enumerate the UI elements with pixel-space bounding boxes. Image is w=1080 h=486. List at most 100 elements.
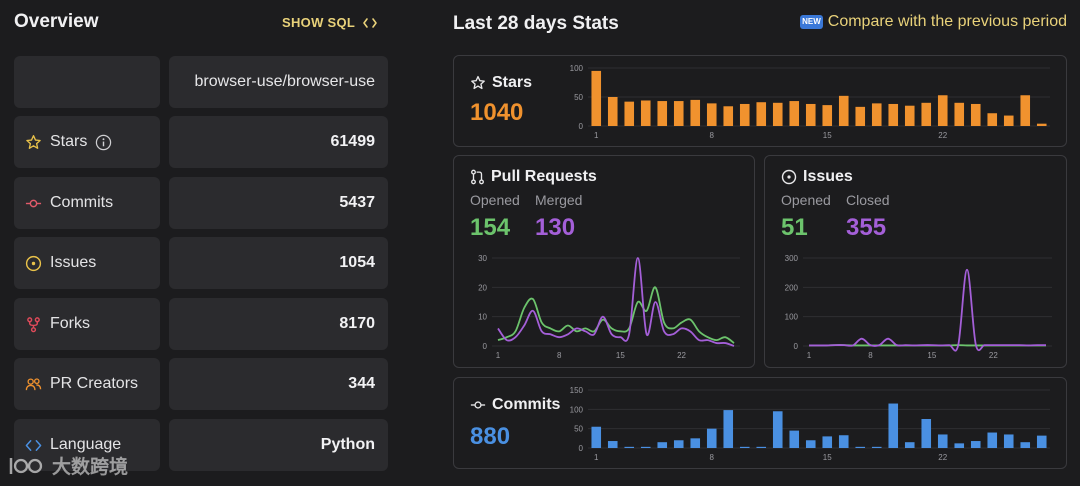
stat-label-commits: Commits — [14, 177, 160, 229]
bar — [954, 102, 965, 126]
overview-title: Overview — [14, 11, 99, 32]
code-icon — [363, 17, 377, 28]
x-tick-label: 22 — [677, 351, 686, 360]
bar — [772, 102, 783, 126]
repo-name: browser-use/browser-use — [169, 56, 388, 108]
x-tick-label: 1 — [807, 351, 812, 360]
bar — [607, 97, 618, 126]
bar — [1020, 442, 1031, 448]
issues-opened-value: 51 — [781, 214, 808, 241]
pull-requests-panel-label: Pull Requests — [491, 168, 597, 185]
bar — [624, 446, 635, 448]
bar — [739, 446, 750, 448]
commit-icon — [470, 401, 486, 409]
bar — [954, 443, 965, 448]
watermark-logo-icon — [9, 457, 43, 474]
show-sql-label: SHOW SQL — [282, 15, 356, 30]
info-icon[interactable] — [95, 134, 112, 151]
show-sql-button[interactable]: SHOW SQL — [282, 15, 377, 30]
bar — [1020, 95, 1031, 126]
x-tick-label: 22 — [989, 351, 998, 360]
bar — [706, 103, 717, 126]
bar — [855, 106, 866, 126]
pr-creators-value: 344 — [169, 358, 388, 410]
y-tick-label: 30 — [478, 254, 487, 263]
bar — [789, 430, 800, 448]
star-icon — [26, 134, 41, 149]
forks-value: 8170 — [169, 298, 388, 350]
series-line-merged — [497, 257, 735, 347]
bar — [888, 103, 899, 126]
pull-requests-panel-title: Pull Requests — [470, 168, 597, 186]
y-tick-label: 0 — [579, 444, 584, 453]
stars-panel-label: Stars — [492, 74, 533, 91]
people-icon — [25, 377, 42, 390]
bar — [1003, 434, 1014, 448]
bar — [987, 432, 998, 448]
x-tick-label: 1 — [496, 351, 501, 360]
new-badge: NEW — [800, 15, 823, 29]
bar — [970, 441, 981, 448]
commits-total: 880 — [470, 423, 511, 450]
issue-icon — [25, 255, 42, 271]
bar — [822, 436, 833, 448]
bar — [822, 105, 833, 126]
code-icon — [25, 439, 42, 451]
star-icon — [471, 75, 485, 90]
y-tick-label: 150 — [570, 386, 584, 395]
x-tick-label: 15 — [927, 351, 936, 360]
issue-icon — [781, 169, 797, 185]
bar — [838, 435, 849, 448]
y-tick-label: 0 — [794, 342, 799, 351]
bar — [673, 440, 684, 448]
bar — [970, 103, 981, 126]
issues-label: Issues — [50, 254, 97, 271]
bar — [591, 426, 602, 448]
bar — [855, 446, 866, 448]
y-tick-label: 20 — [478, 283, 487, 292]
prs-merged-label: Merged — [535, 192, 583, 208]
bar — [888, 403, 899, 448]
y-tick-label: 50 — [574, 93, 583, 102]
stat-label-stars: Stars — [14, 116, 160, 168]
commit-icon — [25, 199, 42, 207]
bar — [607, 441, 618, 448]
series-line-closed — [808, 268, 1047, 352]
commits-value: 5437 — [169, 177, 388, 229]
bar — [937, 434, 948, 448]
bar — [937, 95, 948, 126]
watermark-text: 大数跨境 — [52, 457, 129, 478]
bar — [1036, 435, 1047, 448]
stats-title: Last 28 days Stats — [453, 13, 619, 34]
issues-value: 1054 — [169, 237, 388, 289]
stars-total: 1040 — [470, 99, 524, 126]
pr-creators-label: PR Creators — [50, 375, 139, 392]
stat-label-language: Language — [14, 419, 160, 471]
language-label: Language — [50, 436, 122, 453]
pull-requests-panel: Pull Requests Opened Merged 154 130 0 10 2… — [453, 155, 755, 368]
y-tick-label: 100 — [570, 405, 584, 414]
bar — [921, 102, 932, 126]
bar — [640, 446, 651, 448]
bar — [591, 70, 602, 126]
stat-label-pr-creators: PR Creators — [14, 358, 160, 410]
pull-request-icon — [471, 169, 484, 185]
issues-closed-label: Closed — [846, 192, 890, 208]
commits-chart: 0 50 100 150 1 8 15 22 — [570, 386, 1050, 462]
issues-closed-value: 355 — [846, 214, 887, 241]
x-tick-label: 15 — [823, 453, 832, 462]
bar — [690, 438, 701, 448]
x-tick-label: 8 — [710, 453, 715, 462]
bar — [987, 113, 998, 126]
x-tick-label: 1 — [594, 453, 599, 462]
bar — [838, 95, 849, 126]
prs-opened-label: Opened — [470, 192, 520, 208]
y-tick-label: 200 — [785, 283, 799, 292]
bar — [871, 446, 882, 448]
bar — [723, 410, 734, 448]
language-value: Python — [169, 419, 388, 471]
bar — [805, 103, 816, 126]
bar — [624, 101, 635, 126]
bar — [690, 99, 701, 126]
compare-previous-period-link[interactable]: NEW Compare with the previous period — [800, 13, 1067, 31]
